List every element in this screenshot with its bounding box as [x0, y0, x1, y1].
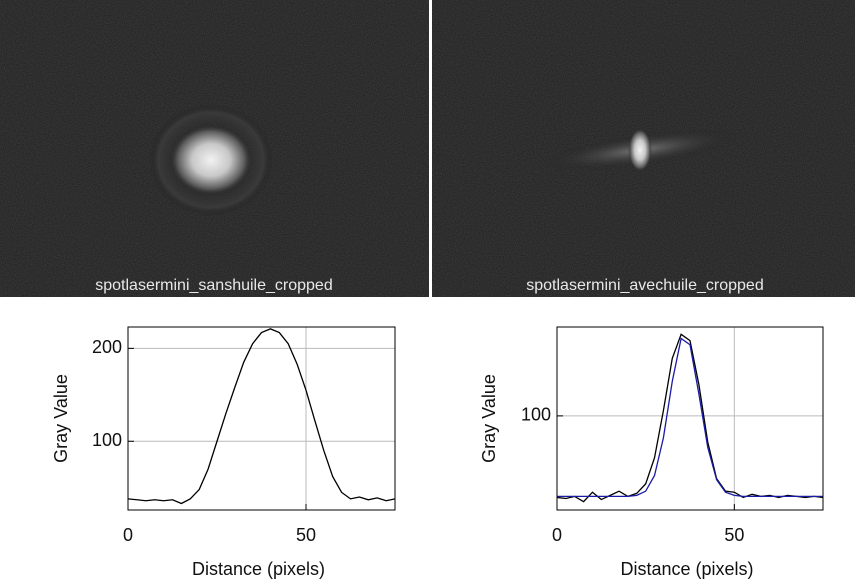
image-caption: spotlasermini_sanshuile_cropped — [95, 277, 332, 294]
x-tick-label: 50 — [296, 525, 316, 545]
chart: 100 0 50 Distance (pixels) Gray Value — [479, 326, 824, 579]
image-left: spotlasermini_sanshuile_cropped — [0, 0, 429, 297]
image-right: spotlasermini_avechuile_cropped — [432, 0, 855, 297]
line-series — [557, 337, 823, 498]
image-caption: spotlasermini_avechuile_cropped — [526, 277, 763, 294]
x-axis-title: Distance (pixels) — [192, 559, 325, 579]
y-tick-label: 200 — [92, 337, 122, 357]
chart: 100 200 0 50 Distance (pixels) Gray Value — [51, 326, 396, 579]
y-tick-label: 100 — [521, 405, 551, 425]
x-axis-title: Distance (pixels) — [620, 559, 753, 579]
y-tick-label: 100 — [92, 430, 122, 450]
y-axis-title: Gray Value — [479, 374, 499, 463]
x-tick-label: 0 — [123, 525, 133, 545]
y-axis-title: Gray Value — [51, 374, 71, 463]
plot-frame — [556, 326, 824, 511]
plot-frame — [127, 326, 396, 511]
line-series — [556, 333, 824, 503]
x-tick-label: 0 — [552, 525, 562, 545]
x-tick-label: 50 — [724, 525, 744, 545]
plot-area — [557, 327, 823, 510]
plot-area — [128, 327, 395, 510]
line-series — [127, 328, 396, 505]
